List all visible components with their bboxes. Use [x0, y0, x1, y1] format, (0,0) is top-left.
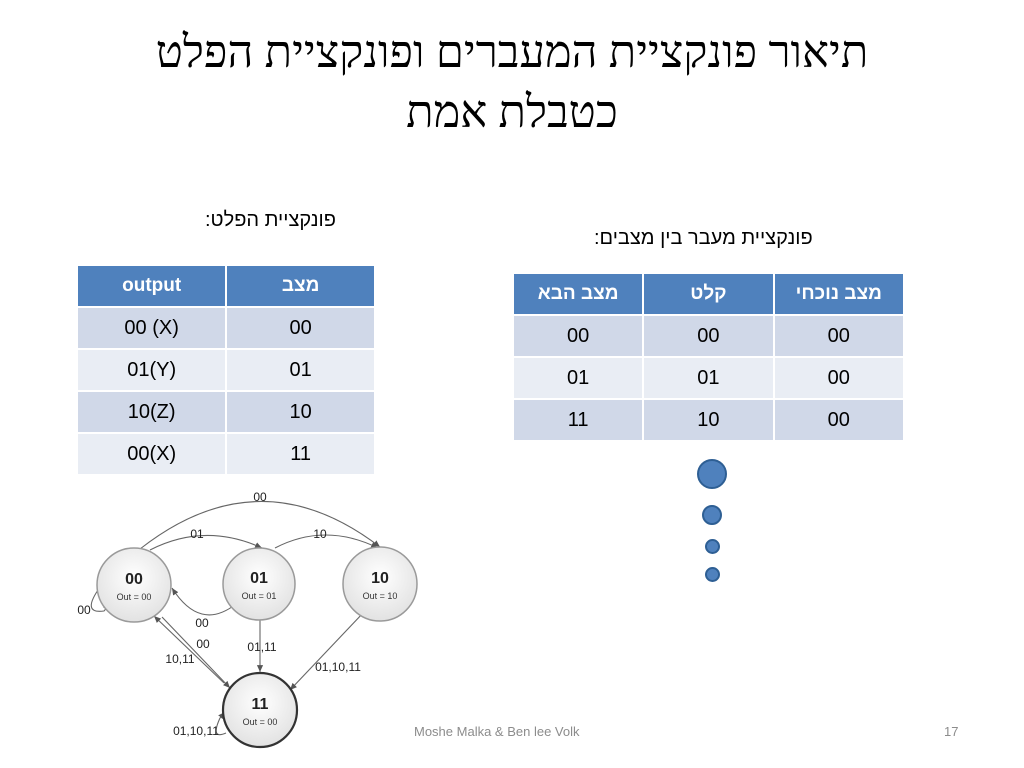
header-next-state: מצב הבא — [511, 272, 645, 316]
cell-input: 00 — [642, 314, 775, 358]
edge-00-to-10 — [139, 501, 381, 550]
state-output: Out = 00 — [117, 592, 152, 602]
edge-label: 00 — [196, 637, 210, 651]
table-row: 00 10 11 — [511, 398, 906, 442]
table-row: 10(Z) 10 — [75, 390, 376, 434]
cell-next-state: 00 — [511, 314, 645, 358]
state-name: 11 — [252, 696, 269, 713]
cell-state: 11 — [225, 432, 376, 476]
table-header-row: output מצב — [75, 264, 376, 308]
cell-input: 10 — [642, 398, 775, 442]
output-table: output מצב 00 (X) 00 01(Y) 01 10(Z) 10 0… — [75, 264, 376, 476]
table-header-row: מצב נוכחי קלט מצב הבא — [511, 272, 906, 316]
edge-label: 00 — [253, 490, 267, 504]
table-row: 00(X) 11 — [75, 432, 376, 476]
edge-01-to-00 — [171, 587, 237, 616]
state-node-10: 10 Out = 10 — [342, 546, 418, 622]
cell-current-state: 00 — [772, 398, 906, 442]
cell-output: 00(X) — [75, 432, 228, 476]
edge-label: 00 — [77, 603, 91, 617]
page-number: 17 — [944, 724, 959, 739]
output-table-caption: פונקציית הפלט: — [205, 209, 336, 231]
cell-input: 01 — [642, 356, 775, 400]
cell-current-state: 00 — [772, 314, 906, 358]
edge-label: 00 — [195, 616, 209, 630]
edge-01-to-10 — [274, 534, 379, 549]
continuation-dot-medium — [702, 505, 722, 525]
table-row: 00 00 00 — [511, 314, 906, 358]
slide-title: תיאור פונקציית המעברים ופונקציית הפלט כט… — [60, 22, 964, 142]
state-diagram: 00 01 10 00 00 00 10,11 01,11 01,10,11 0… — [77, 490, 418, 749]
cell-next-state: 11 — [511, 398, 645, 442]
edge-10-to-11 — [289, 611, 365, 691]
state-name: 10 — [371, 570, 389, 587]
state-output: Out = 10 — [363, 591, 398, 601]
edge-label: 10,11 — [165, 652, 194, 666]
state-output: Out = 00 — [243, 717, 278, 727]
footer-credit: Moshe Malka & Ben lee Volk — [414, 724, 580, 739]
header-state: מצב — [225, 264, 376, 308]
transition-table-caption: פונקציית מעבר בין מצבים: — [594, 227, 813, 249]
state-name: 00 — [125, 571, 143, 588]
edge-00-self — [90, 589, 111, 612]
table-row: 00 01 01 — [511, 356, 906, 400]
edge-11-self — [215, 711, 227, 736]
cell-output: 01(Y) — [75, 348, 228, 392]
title-line-1: תיאור פונקציית המעברים ופונקציית הפלט — [155, 27, 869, 77]
cell-next-state: 01 — [511, 356, 645, 400]
edge-label: 01,10,11 — [315, 660, 361, 674]
header-output: output — [75, 264, 228, 308]
cell-output: 10(Z) — [75, 390, 228, 434]
edge-00-to-01 — [149, 534, 263, 551]
state-output: Out = 01 — [242, 591, 277, 601]
cell-current-state: 00 — [772, 356, 906, 400]
header-input: קלט — [642, 272, 775, 316]
state-node-01: 01 Out = 01 — [222, 547, 296, 621]
edge-label: 01,10,11 — [173, 724, 219, 738]
cell-state: 01 — [225, 348, 376, 392]
cell-state: 00 — [225, 306, 376, 350]
edge-label: 10 — [313, 527, 327, 541]
edge-label: 01,11 — [247, 640, 276, 654]
transition-table: מצב נוכחי קלט מצב הבא 00 00 00 00 01 01 … — [511, 272, 906, 442]
edge-11-to-00 — [153, 615, 225, 684]
header-current-state: מצב נוכחי — [772, 272, 906, 316]
state-node-11: 11 Out = 00 — [221, 671, 299, 749]
table-row: 01(Y) 01 — [75, 348, 376, 392]
cell-output: 00 (X) — [75, 306, 228, 350]
state-name: 01 — [250, 570, 268, 587]
continuation-dot-small — [705, 567, 720, 582]
title-line-2: כטבלת אמת — [406, 87, 618, 137]
continuation-dot-large — [697, 459, 727, 489]
edge-00-to-11 — [161, 616, 231, 689]
cell-state: 10 — [225, 390, 376, 434]
state-node-00: 00 Out = 00 — [96, 547, 172, 623]
edge-label: 01 — [190, 527, 204, 541]
continuation-dot-small — [705, 539, 720, 554]
table-row: 00 (X) 00 — [75, 306, 376, 350]
